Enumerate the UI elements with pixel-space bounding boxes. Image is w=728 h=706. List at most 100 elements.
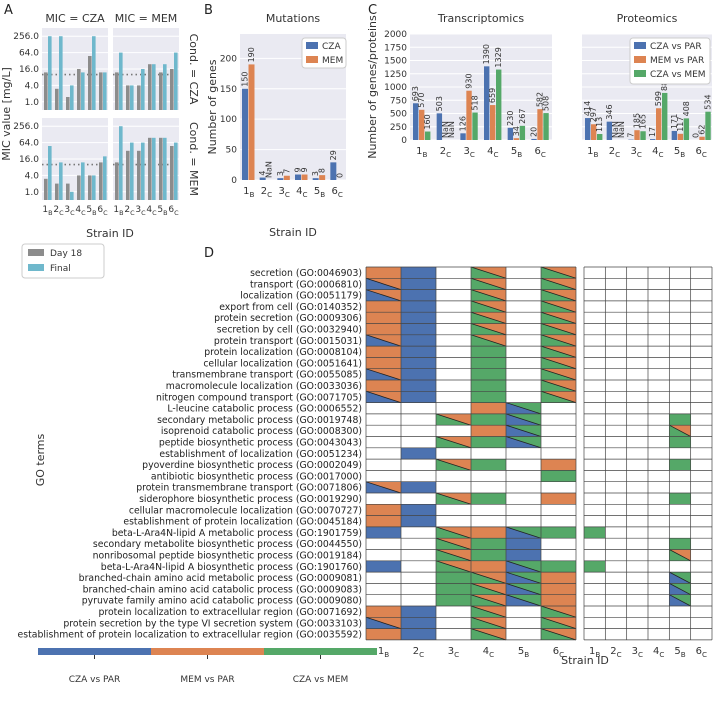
mic-legend: Day 18 Final [21,243,105,279]
colorbar: CZA vs PAR MEM vs PAR CZA vs MEM [38,648,377,685]
heatmap-cell-empty [584,606,606,618]
heatmap-cell [669,538,691,550]
heatmap-cell-empty [669,323,691,335]
y-tick-label: 1750 [384,43,407,53]
heatmap-cell-diagonal [505,424,542,437]
heatmap-cell-empty [669,628,691,640]
heatmap-cell-empty [690,617,712,629]
go-term-label: L-leucine catabolic process (GO:0006552) [167,404,362,415]
heatmap-cell-empty [436,402,471,414]
bar-value-label: 534 [704,94,713,109]
heatmap-cell [401,312,436,324]
heatmap-cell-empty [401,538,436,550]
heatmap-cell [541,493,576,505]
x-tick-label: 4C [296,186,307,199]
heatmap-cell [366,380,401,392]
heatmap-cell-empty [366,470,401,482]
heatmap-cell-empty [648,300,670,313]
heatmap-cell-empty [626,515,648,527]
heatmap-cell-empty [541,549,576,561]
bar-value-label: 3 [311,171,320,176]
heatmap-cell-diagonal [540,368,577,381]
bar-value-label: 34 [512,126,521,136]
heatmap-cell-diagonal [470,628,507,641]
heatmap-cell-empty [626,606,648,618]
heatmap-cell-empty [605,549,627,561]
heatmap-cell-diagonal [669,549,691,562]
go-heatmap [365,266,577,641]
x-tick-label: 3C [630,146,641,159]
legend-swatch [306,42,318,49]
heatmap-cell-empty [366,583,401,595]
heatmap-cell-empty [436,425,471,437]
heatmap-cell-empty [605,481,627,493]
y-tick-label: 1.0 [25,98,40,108]
bar-value-label: 503 [435,96,444,111]
heatmap-cell [584,526,606,539]
heatmap-cell-empty [605,323,627,335]
bar-value-label: 171 [670,114,679,129]
omics-legend: CZA vs PAR MEM vs PAR CZA vs MEM [629,37,711,85]
heatmap-cell-empty [626,526,648,539]
heatmap-cell-empty [401,459,436,471]
heatmap-cell-diagonal [470,605,507,618]
heatmap-cell [366,312,401,324]
heatmap-cell [401,368,436,380]
x-tick-label: 5B [511,146,522,159]
heatmap-cell-empty [690,515,712,527]
heatmap-cell-diagonal [435,537,472,550]
omics-bar [677,133,684,140]
heatmap-cell-empty [648,346,670,358]
heatmap-cell-empty [436,267,471,279]
heatmap-cell-empty [669,402,691,414]
heatmap-cell-empty [506,447,541,460]
mic-bar [77,175,81,200]
omics-bar [531,138,537,140]
heatmap-cell-empty [366,594,401,606]
heatmap-cell [541,560,576,573]
heatmap-cell-empty [584,515,606,527]
legend-label: CZA vs PAR [650,42,702,52]
heatmap-cell-empty [506,267,541,279]
panel-label-b: B [204,3,213,18]
heatmap-cell-diagonal [470,583,507,596]
heatmap-cell-empty [648,334,670,347]
heatmap-cell-empty [626,267,648,279]
x-tick-label: 2C [413,646,424,659]
heatmap-cell-empty [605,572,627,584]
go-term-label: antibiotic biosynthetic process (GO:0017… [151,471,362,482]
heatmap-cell [669,436,691,448]
heatmap-cell-empty [584,402,606,414]
heatmap-cell-empty [669,334,691,347]
bar-value-label: 930 [465,73,474,88]
heatmap-cell-empty [605,402,627,414]
heatmap-cell-empty [626,300,648,313]
heatmap-cell-empty [541,538,576,550]
heatmap-cell [401,300,436,313]
heatmap-cell-empty [669,278,691,290]
x-tick-label: 6C [331,186,342,199]
y-tick-label: 1000 [384,83,407,93]
bar-value-label: 414 [583,101,592,116]
heatmap-cell [401,380,436,392]
x-tick-label: 3C [135,205,146,217]
heatmap-cell-empty [605,447,627,460]
bar-value-label: 20 [530,127,539,137]
x-tick-label: 4C [75,205,86,217]
heatmap-cell-empty [648,425,670,437]
heatmap-cell-empty [584,368,606,380]
heatmap-cell-diagonal [505,402,542,415]
bar-value-label: 693 [411,86,420,101]
heatmap-cell-empty [584,617,606,629]
heatmap-cell-empty [605,368,627,380]
x-tick-label: 1B [587,146,598,159]
heatmap-cell-empty [541,447,576,460]
heatmap-cell-empty [541,515,576,527]
heatmap-cell-empty [648,402,670,414]
heatmap-cell-diagonal [435,458,472,471]
x-tick-label: 1B [113,205,123,217]
colorbar-segment [264,648,377,655]
heatmap-cell-empty [436,278,471,290]
omics-bar [683,118,690,140]
heatmap-cell-empty [648,470,670,482]
